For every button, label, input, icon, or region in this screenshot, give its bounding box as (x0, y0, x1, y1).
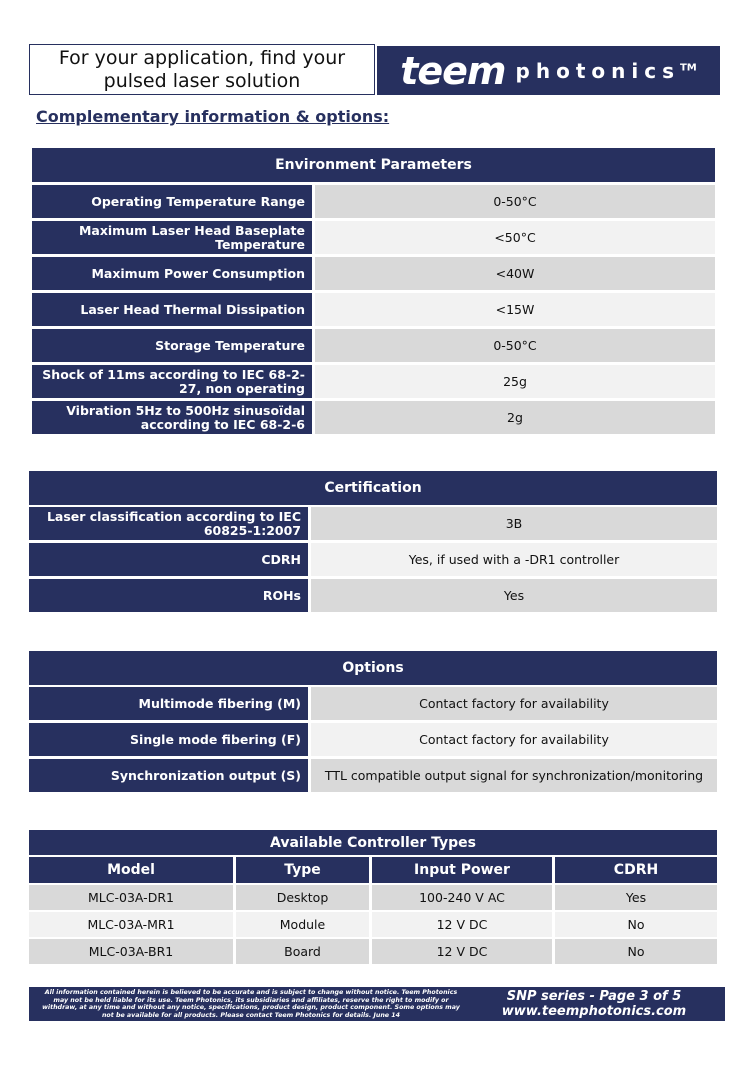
environment-table-title: Environment Parameters (32, 148, 715, 182)
row-value: 3B (311, 507, 717, 540)
table-cell: Desktop (236, 885, 369, 910)
teem-photonics-logo: teem photonicsTM (377, 46, 720, 95)
table-cell: No (555, 939, 717, 964)
row-value: <15W (315, 293, 715, 326)
row-label: Laser classification according to IEC 60… (29, 507, 308, 540)
row-label: Storage Temperature (32, 329, 312, 362)
footer: All information contained herein is beli… (29, 987, 725, 1021)
row-label: Laser Head Thermal Dissipation (32, 293, 312, 326)
table-cell: Yes (555, 885, 717, 910)
column-header: Type (236, 857, 369, 883)
row-value: <50°C (315, 221, 715, 254)
tagline: For your application, find your pulsed l… (29, 44, 375, 95)
row-value: Contact factory for availability (311, 723, 717, 756)
certification-table-title: Certification (29, 471, 717, 505)
row-label: Vibration 5Hz to 500Hz sinusoïdal accord… (32, 401, 312, 434)
logo-tm: TM (679, 61, 697, 73)
row-label: Multimode fibering (M) (29, 687, 308, 720)
row-value: 0-50°C (315, 185, 715, 218)
page-number: SNP series - Page 3 of 5 (506, 989, 682, 1004)
website-link[interactable]: www.teemphotonics.com (501, 1004, 687, 1019)
table-cell: 12 V DC (372, 912, 552, 937)
row-label: ROHs (29, 579, 308, 612)
row-label: Single mode fibering (F) (29, 723, 308, 756)
row-value: 2g (315, 401, 715, 434)
table-cell: MLC-03A-MR1 (29, 912, 233, 937)
column-header: Model (29, 857, 233, 883)
table-cell: Board (236, 939, 369, 964)
row-value: Yes (311, 579, 717, 612)
logo-teem: teem (400, 48, 506, 93)
controllers-table-title: Available Controller Types (29, 830, 717, 855)
row-value: 0-50°C (315, 329, 715, 362)
options-table-title: Options (29, 651, 717, 685)
row-value: Yes, if used with a -DR1 controller (311, 543, 717, 576)
footer-disclaimer: All information contained herein is beli… (42, 989, 460, 1019)
table-cell: Module (236, 912, 369, 937)
row-label: Shock of 11ms according to IEC 68-2-27, … (32, 365, 312, 398)
row-label: Maximum Power Consumption (32, 257, 312, 290)
table-cell: 100-240 V AC (372, 885, 552, 910)
row-label: Synchronization output (S) (29, 759, 308, 792)
row-value: 25g (315, 365, 715, 398)
column-header: CDRH (555, 857, 717, 883)
row-value: Contact factory for availability (311, 687, 717, 720)
logo-photonics: photonics (515, 58, 680, 83)
row-value: <40W (315, 257, 715, 290)
column-header: Input Power (372, 857, 552, 883)
row-value: TTL compatible output signal for synchro… (311, 759, 717, 792)
table-cell: No (555, 912, 717, 937)
row-label: Maximum Laser Head Baseplate Temperature (32, 221, 312, 254)
table-cell: MLC-03A-BR1 (29, 939, 233, 964)
table-cell: MLC-03A-DR1 (29, 885, 233, 910)
section-title: Complementary information & options: (36, 107, 390, 126)
row-label: CDRH (29, 543, 308, 576)
table-cell: 12 V DC (372, 939, 552, 964)
row-label: Operating Temperature Range (32, 185, 312, 218)
